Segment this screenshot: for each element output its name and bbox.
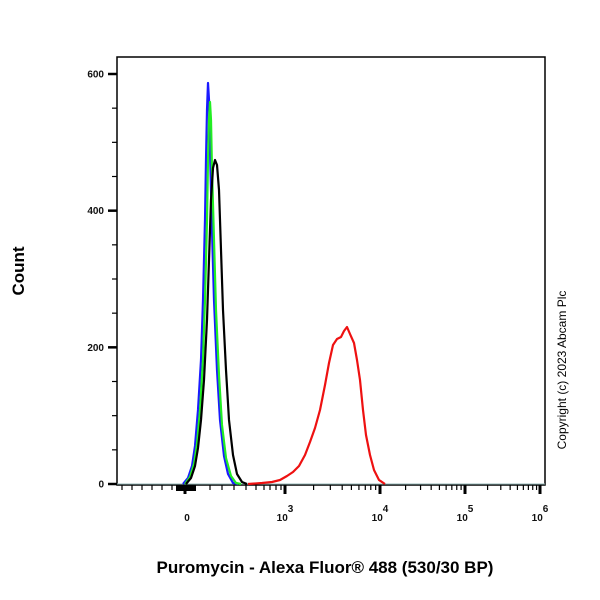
y-axis-ticks — [108, 72, 117, 486]
histogram-curve-control-1 — [182, 81, 239, 486]
copyright-notice: Copyright (c) 2023 Abcam Plc — [555, 291, 569, 450]
y-axis-tick-labels: 0 200 400 600 — [87, 70, 104, 491]
histogram-series — [117, 81, 545, 486]
x-tick-label: 0 — [184, 513, 190, 524]
x-axis-tick-labels: 0 103 104 105 106 — [184, 504, 549, 524]
x-tick-label: 103 — [277, 504, 294, 524]
x-tick-label: 106 — [532, 504, 549, 524]
x-tick-label: 105 — [457, 504, 474, 524]
y-tick-label: 600 — [87, 70, 104, 81]
x-axis-title: Puromycin - Alexa Fluor® 488 (530/30 BP) — [157, 558, 494, 577]
plot-area-frame — [116, 56, 546, 486]
y-tick-label: 200 — [87, 343, 104, 354]
y-tick-label: 0 — [98, 480, 104, 491]
y-axis-title: Count — [9, 246, 28, 295]
histogram-curve-control-3 — [185, 158, 248, 486]
y-tick-label: 400 — [87, 206, 104, 217]
histogram-curve-control-2 — [184, 100, 242, 486]
x-dense-tick-cluster — [176, 485, 196, 491]
x-axis-ticks — [121, 485, 542, 494]
x-tick-label: 104 — [372, 504, 389, 524]
histogram-curve-puromycin-treated — [247, 325, 386, 486]
